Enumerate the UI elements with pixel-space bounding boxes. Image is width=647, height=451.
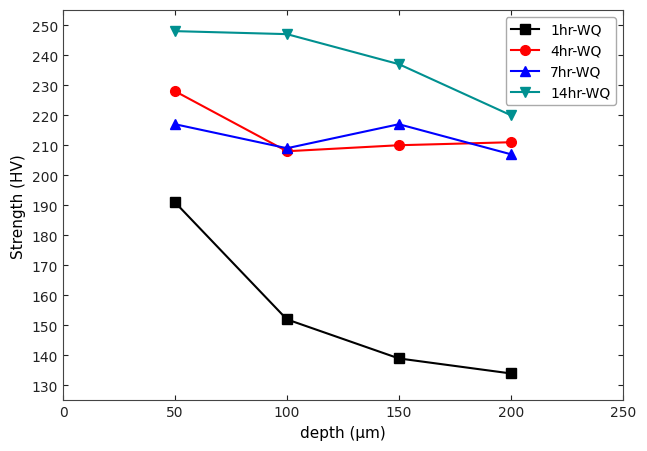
14hr-WQ xyxy=(171,29,179,35)
Line: 7hr-WQ: 7hr-WQ xyxy=(170,120,516,160)
4hr-WQ xyxy=(507,140,515,146)
14hr-WQ xyxy=(283,32,291,38)
4hr-WQ xyxy=(283,149,291,155)
Line: 4hr-WQ: 4hr-WQ xyxy=(170,87,516,157)
7hr-WQ xyxy=(171,122,179,128)
14hr-WQ xyxy=(507,113,515,119)
1hr-WQ xyxy=(395,356,402,361)
4hr-WQ xyxy=(171,89,179,95)
1hr-WQ xyxy=(507,371,515,376)
14hr-WQ xyxy=(395,62,402,68)
4hr-WQ xyxy=(395,143,402,149)
Line: 1hr-WQ: 1hr-WQ xyxy=(170,198,516,378)
1hr-WQ xyxy=(283,317,291,322)
X-axis label: depth (μm): depth (μm) xyxy=(300,425,386,440)
1hr-WQ xyxy=(171,200,179,206)
Line: 14hr-WQ: 14hr-WQ xyxy=(170,27,516,121)
Legend: 1hr-WQ, 4hr-WQ, 7hr-WQ, 14hr-WQ: 1hr-WQ, 4hr-WQ, 7hr-WQ, 14hr-WQ xyxy=(505,18,616,106)
7hr-WQ xyxy=(507,152,515,157)
7hr-WQ xyxy=(395,122,402,128)
7hr-WQ xyxy=(283,146,291,152)
Y-axis label: Strength (HV): Strength (HV) xyxy=(11,154,26,258)
